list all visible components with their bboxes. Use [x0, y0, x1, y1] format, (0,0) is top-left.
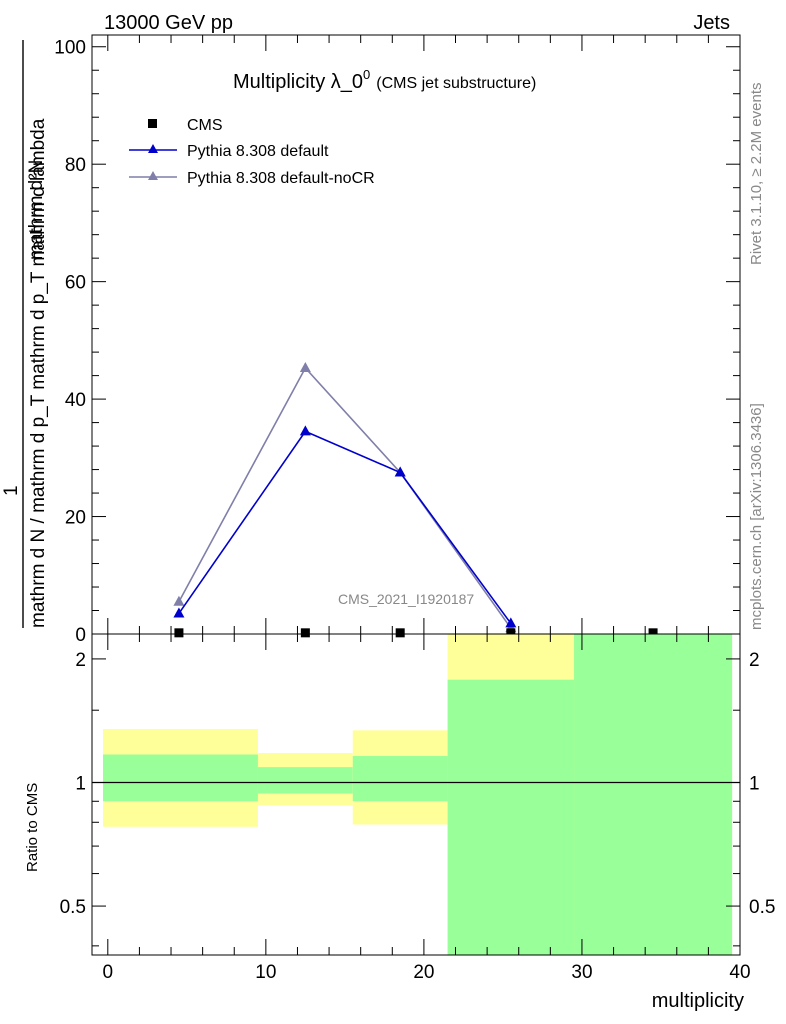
cms-data-point	[174, 628, 184, 638]
legend-label-nocr: Pythia 8.308 default-noCR	[187, 170, 375, 187]
header-left: 13000 GeV pp	[104, 12, 233, 34]
ratio-band-inner	[447, 679, 575, 955]
ratio-tick-label-right: 2	[749, 650, 760, 671]
series-line-1	[178, 430, 512, 624]
x-tick-label: 10	[255, 962, 276, 983]
main-series	[173, 361, 658, 638]
x-tick-label: 0	[103, 962, 114, 983]
y-label-numerator: mathrm d²N	[26, 160, 47, 260]
cms-data-point	[300, 628, 310, 638]
chart-title: Multiplicity λ_00 (CMS jet substructure)	[233, 67, 536, 93]
y-tick-label: 80	[65, 155, 86, 176]
x-tick-label: 20	[413, 962, 434, 983]
ratio-tick-label-right: 1	[749, 773, 760, 794]
y-label-denominator: mathrm d N / mathrm d p_T mathrm d p_T m…	[28, 118, 49, 628]
cms-data-point	[395, 628, 405, 638]
legend: CMS Pythia 8.308 default Pythia 8.308 de…	[129, 117, 375, 187]
cms-data-point	[648, 628, 658, 638]
mcplots-label: mcplots.cern.ch [arXiv:1306.3436]	[748, 403, 765, 630]
series-point-1	[299, 425, 311, 436]
main-y-axis: 0 20 40 60 80 100	[54, 38, 740, 646]
legend-label-default: Pythia 8.308 default	[187, 143, 329, 160]
rivet-label: Rivet 3.1.10, ≥ 2.2M events	[748, 83, 765, 266]
chart-title-superscript: 0	[363, 67, 370, 82]
legend-marker-cms	[148, 119, 157, 128]
ratio-tick-label-right: 0.5	[749, 897, 775, 918]
ratio-tick-label: 1	[75, 773, 86, 794]
legend-label-cms: CMS	[187, 117, 223, 134]
ratio-band-inner	[352, 756, 448, 802]
y-tick-label: 20	[65, 508, 86, 529]
series-point-1	[505, 617, 517, 628]
header-right: Jets	[693, 12, 730, 34]
ratio-bands	[92, 634, 740, 955]
chart-title-text: Multiplicity λ_0	[233, 71, 363, 93]
ratio-panel: 0.5 0.5 1 1 2 2 0 10 20 30 40 Ratio to CMS multip…	[24, 35, 775, 1012]
ratio-plot-frame	[91, 633, 741, 956]
series-line-2	[178, 366, 512, 629]
y-tick-label: 40	[65, 390, 86, 411]
series-point-2	[299, 361, 311, 372]
x-tick-label: 40	[729, 962, 750, 983]
ratio-y-axis: 0.5 0.5 1 1 2 2	[60, 650, 775, 947]
series-point-2	[173, 595, 185, 606]
analysis-watermark: CMS_2021_I1920187	[338, 591, 474, 607]
y-tick-label: 100	[54, 38, 86, 59]
ratio-band-inner	[257, 767, 353, 794]
ratio-y-axis-label: Ratio to CMS	[24, 783, 41, 872]
series-point-1	[173, 607, 185, 618]
ratio-tick-label: 0.5	[60, 897, 86, 918]
y-tick-label: 0	[75, 625, 86, 646]
series-point-1	[394, 466, 406, 477]
ratio-tick-label: 2	[75, 650, 86, 671]
chart-subtitle: (CMS jet substructure)	[376, 75, 536, 92]
ratio-band-inner	[574, 634, 733, 955]
x-axis: 0 10 20 30 40	[103, 35, 751, 983]
main-y-axis-label: mathrm d²N 1 mathrm d N / mathrm d p_T m…	[1, 40, 49, 628]
x-tick-label: 30	[571, 962, 592, 983]
ratio-band-inner	[103, 754, 258, 802]
y-label-one: 1	[1, 485, 22, 496]
cms-data-point	[506, 628, 516, 638]
y-tick-label: 60	[65, 273, 86, 294]
legend-marker-nocr	[148, 171, 158, 180]
x-axis-label: multiplicity	[652, 990, 744, 1012]
legend-marker-default	[148, 144, 158, 153]
